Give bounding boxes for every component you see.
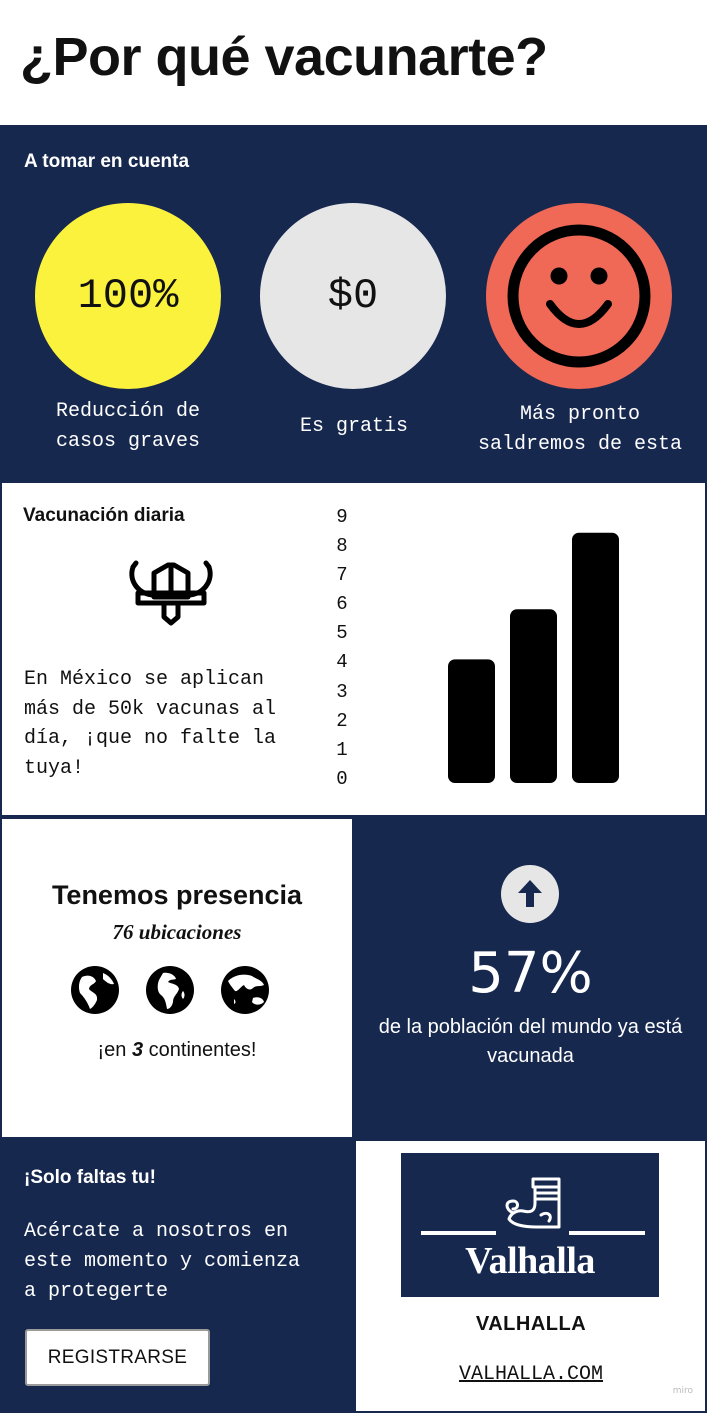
price-value: $0 [327, 272, 379, 320]
y-tick-label: 7 [336, 564, 348, 587]
body-line: este momento y comienza [24, 1250, 301, 1273]
severe-cases-caption: Reducción de casos graves [28, 397, 228, 457]
caption-line: Más pronto [519, 403, 641, 426]
chart-y-axis: 9 8 7 6 5 4 3 2 1 0 [332, 503, 352, 794]
globe-asia-icon [221, 966, 269, 1014]
y-tick-label: 5 [336, 622, 348, 645]
body-line: tuya! [24, 756, 85, 780]
brand-website-link[interactable]: VALHALLA.COM [458, 1363, 604, 1386]
brand-name: VALHALLA [475, 1313, 587, 1335]
register-button[interactable]: REGISTRARSE [25, 1329, 210, 1386]
price-circle: $0 [260, 203, 446, 389]
severe-cases-circle: 100% [35, 203, 221, 389]
viking-helmet-icon [129, 560, 213, 626]
smiley-circle [486, 203, 672, 389]
daily-vaccination-heading: Vacunación diaria [23, 505, 185, 526]
considerations-heading: A tomar en cuenta [24, 151, 190, 172]
price-caption: Es gratis [254, 412, 454, 442]
globe-africa-icon [146, 966, 194, 1014]
chart-bar [448, 659, 495, 783]
severe-cases-value: 100% [77, 272, 179, 320]
caption-line: vacunada [487, 1045, 574, 1067]
y-tick-label: 8 [336, 535, 348, 558]
daily-vaccination-section: Vacunación diaria En México se aplican m… [0, 481, 707, 817]
continents-count: 3 [131, 1039, 144, 1061]
chart-bar [572, 532, 619, 783]
arrow-up-icon [501, 865, 559, 923]
continents-suffix: continentes! [143, 1039, 257, 1061]
body-line: En México se aplican [24, 668, 265, 691]
boot-icon [421, 1177, 645, 1235]
y-tick-label: 4 [336, 651, 348, 674]
continents-text: ¡en 3 continentes! [2, 1039, 352, 1062]
daily-vaccination-text: En México se aplican más de 50k vacunas … [24, 665, 314, 783]
caption-line: Reducción de [55, 400, 201, 423]
y-tick-label: 1 [336, 738, 348, 761]
body-line: Acércate a nosotros en [24, 1220, 289, 1243]
considerations-section: A tomar en cuenta 100% $0 Reducción de c… [0, 125, 707, 481]
cta-section: ¡Solo faltas tu! Acércate a nosotros en … [0, 1139, 354, 1413]
body-line: a protegerte [24, 1280, 169, 1303]
caption-line: de la población del mundo ya está [378, 1016, 683, 1038]
y-tick-label: 6 [336, 593, 348, 616]
caption-line: casos graves [55, 430, 201, 453]
miro-watermark: miro [672, 1386, 693, 1396]
brand-section: Valhalla VALHALLA VALHALLA.COM [354, 1139, 707, 1413]
cta-text: Acércate a nosotros en este momento y co… [24, 1217, 344, 1307]
world-vaccination-section: 57% de la población del mundo ya está va… [354, 817, 707, 1139]
world-percent: 57% [468, 941, 593, 1006]
chart-bar [510, 609, 557, 783]
globe-americas-icon [71, 966, 119, 1014]
presence-locations: 76 ubicaciones [112, 920, 242, 944]
outcome-caption: Más pronto saldremos de esta [462, 400, 698, 460]
bar-chart [448, 532, 619, 783]
world-caption: de la población del mundo ya está vacuna… [359, 1013, 702, 1071]
continents-prefix: ¡en [97, 1039, 132, 1061]
page-title: ¿Por qué vacunarte? [20, 27, 548, 87]
presence-title: Tenemos presencia [51, 880, 303, 910]
presence-section: Tenemos presencia 76 ubicaciones ¡en 3 c… [0, 817, 354, 1139]
body-line: día, ¡que no falte la [24, 727, 277, 750]
y-tick-label: 3 [336, 680, 348, 703]
caption-line: Es gratis [299, 415, 409, 438]
caption-line: saldremos de esta [477, 433, 683, 456]
logo-wordmark: Valhalla [465, 1240, 595, 1282]
body-line: más de 50k vacunas al [24, 697, 277, 721]
y-tick-label: 2 [336, 709, 348, 732]
y-tick-label: 0 [336, 767, 348, 790]
cta-heading: ¡Solo faltas tu! [24, 1167, 156, 1188]
valhalla-logo: Valhalla [401, 1153, 659, 1297]
y-tick-label: 9 [336, 506, 348, 528]
smiley-face-icon [507, 224, 651, 368]
